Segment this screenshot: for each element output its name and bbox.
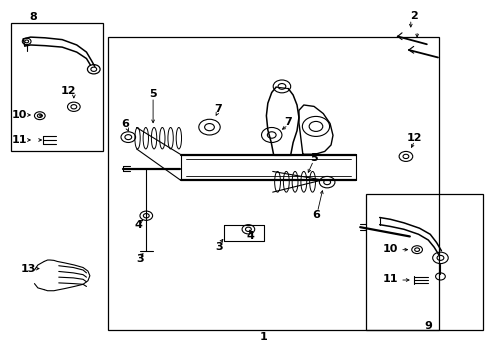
Bar <box>108 37 438 330</box>
Text: 2: 2 <box>409 11 417 21</box>
Text: 3: 3 <box>215 242 223 252</box>
Text: 11: 11 <box>382 274 397 284</box>
Text: 3: 3 <box>136 254 143 264</box>
Text: 7: 7 <box>284 117 291 127</box>
Text: 12: 12 <box>406 133 422 143</box>
Text: 5: 5 <box>149 89 157 99</box>
Text: 4: 4 <box>134 220 142 230</box>
Bar <box>11 23 103 152</box>
Text: 10: 10 <box>12 110 27 120</box>
Text: 6: 6 <box>121 118 129 129</box>
Text: 13: 13 <box>21 264 36 274</box>
Text: 1: 1 <box>260 332 267 342</box>
Text: 9: 9 <box>424 321 431 331</box>
Text: 6: 6 <box>312 210 320 220</box>
Text: 4: 4 <box>246 231 254 242</box>
Text: 11: 11 <box>12 135 27 145</box>
Text: 8: 8 <box>29 13 37 22</box>
Text: 7: 7 <box>213 104 221 114</box>
Text: 5: 5 <box>309 153 317 163</box>
Text: 10: 10 <box>382 244 397 253</box>
Bar <box>366 194 482 330</box>
Text: 12: 12 <box>61 86 76 96</box>
